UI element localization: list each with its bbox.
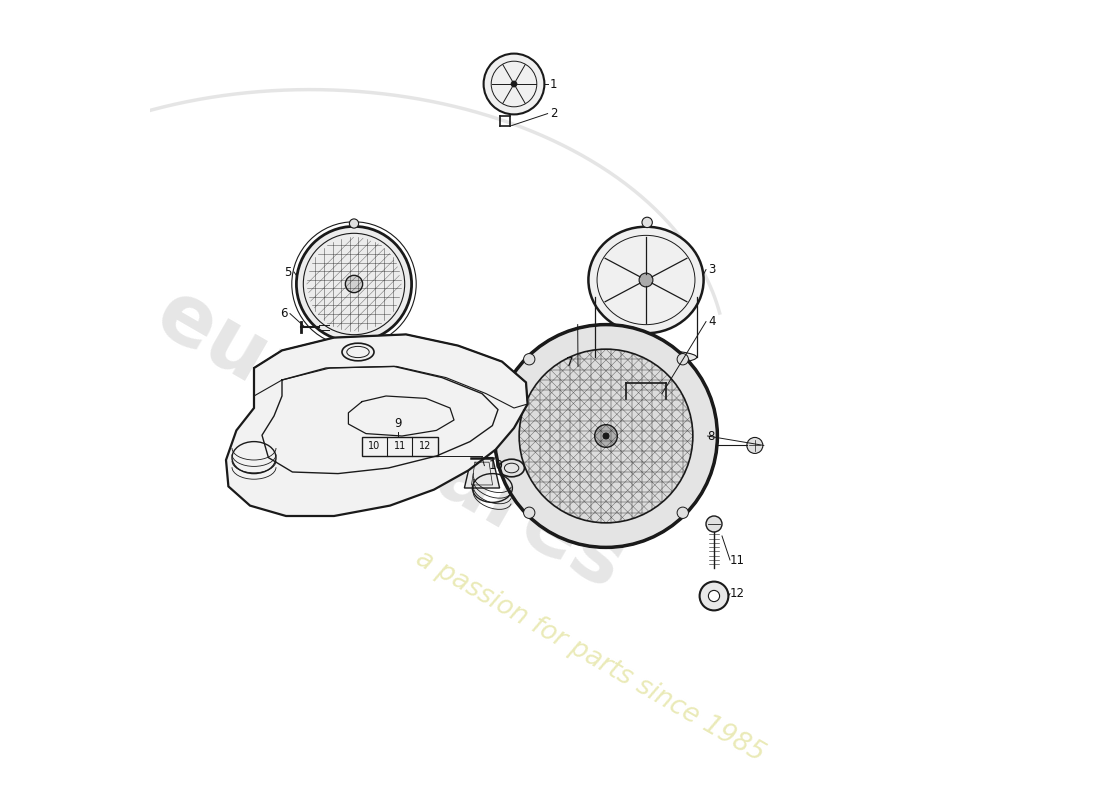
Circle shape: [524, 507, 535, 518]
Text: 9: 9: [394, 418, 402, 430]
Circle shape: [706, 516, 722, 532]
Circle shape: [678, 354, 689, 365]
Circle shape: [524, 354, 535, 365]
Circle shape: [484, 54, 544, 114]
Polygon shape: [226, 334, 528, 516]
Circle shape: [495, 325, 717, 547]
Text: 1: 1: [550, 78, 558, 90]
Text: 12: 12: [730, 587, 745, 600]
FancyBboxPatch shape: [627, 397, 666, 414]
Text: 4: 4: [708, 315, 716, 328]
Circle shape: [747, 438, 762, 454]
Circle shape: [296, 226, 411, 342]
Text: 10: 10: [488, 459, 504, 472]
Ellipse shape: [595, 350, 696, 365]
Text: eurospares: eurospares: [141, 273, 639, 607]
Circle shape: [519, 349, 693, 523]
Circle shape: [512, 81, 517, 87]
Circle shape: [345, 275, 363, 293]
Ellipse shape: [588, 226, 704, 334]
Circle shape: [603, 433, 608, 439]
Circle shape: [700, 582, 728, 610]
Polygon shape: [464, 458, 499, 488]
Text: 11: 11: [730, 554, 745, 566]
Text: 12: 12: [419, 442, 431, 451]
Circle shape: [708, 590, 719, 602]
Circle shape: [595, 425, 617, 447]
Text: 3: 3: [708, 263, 716, 276]
Text: 10: 10: [368, 442, 381, 451]
Text: 7: 7: [566, 356, 574, 369]
Text: 2: 2: [550, 107, 558, 120]
Text: 8: 8: [707, 430, 715, 442]
Text: a passion for parts since 1985: a passion for parts since 1985: [411, 545, 769, 767]
Circle shape: [642, 218, 652, 227]
Circle shape: [639, 273, 653, 287]
Circle shape: [678, 507, 689, 518]
Circle shape: [350, 219, 359, 228]
Text: 5: 5: [284, 266, 292, 278]
Text: 6: 6: [280, 307, 287, 320]
Text: 11: 11: [394, 442, 406, 451]
